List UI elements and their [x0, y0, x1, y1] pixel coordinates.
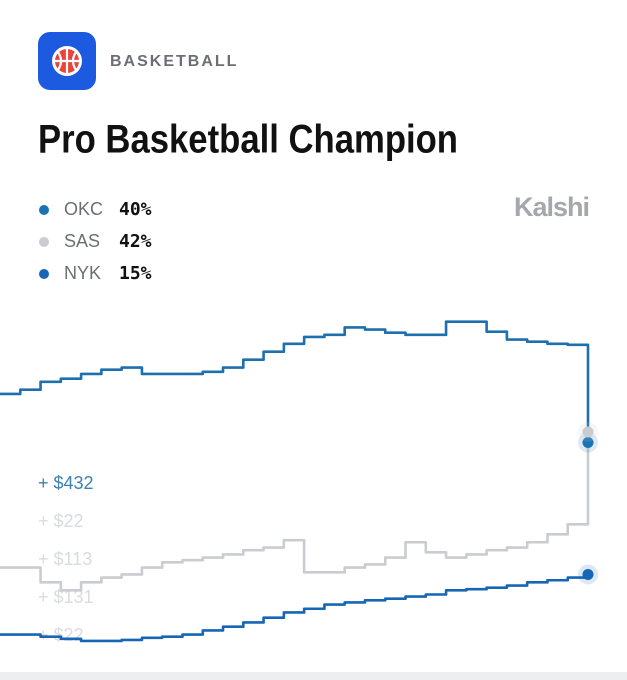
league-icon — [38, 32, 96, 90]
payout-label: + $113 — [38, 549, 92, 569]
chart-title: Pro Basketball Champion — [38, 118, 458, 162]
legend-name: NYK — [64, 263, 101, 283]
legend-dot — [39, 205, 49, 215]
payout-label: + $22 — [38, 625, 84, 645]
end-dot — [582, 568, 594, 580]
category: BASKETBALL — [110, 53, 238, 70]
legend-name: OKC — [64, 199, 103, 219]
payout-label: + $131 — [38, 587, 94, 607]
series-line — [0, 320, 590, 443]
payout-label: + $432 — [38, 473, 94, 493]
legend-value: 40% — [119, 199, 152, 220]
end-dot — [582, 437, 594, 448]
legend-value: 42% — [119, 231, 152, 252]
series-line — [0, 431, 590, 592]
legend-name: SAS — [64, 231, 100, 251]
bottom-bar — [0, 672, 627, 680]
legend-value: 15% — [119, 263, 152, 284]
end-dot — [582, 426, 594, 438]
series-line — [0, 574, 590, 643]
brand: Kalshi — [514, 192, 589, 222]
payout-label: + $22 — [38, 511, 84, 531]
legend-dot — [39, 269, 49, 279]
legend-dot — [39, 237, 49, 247]
